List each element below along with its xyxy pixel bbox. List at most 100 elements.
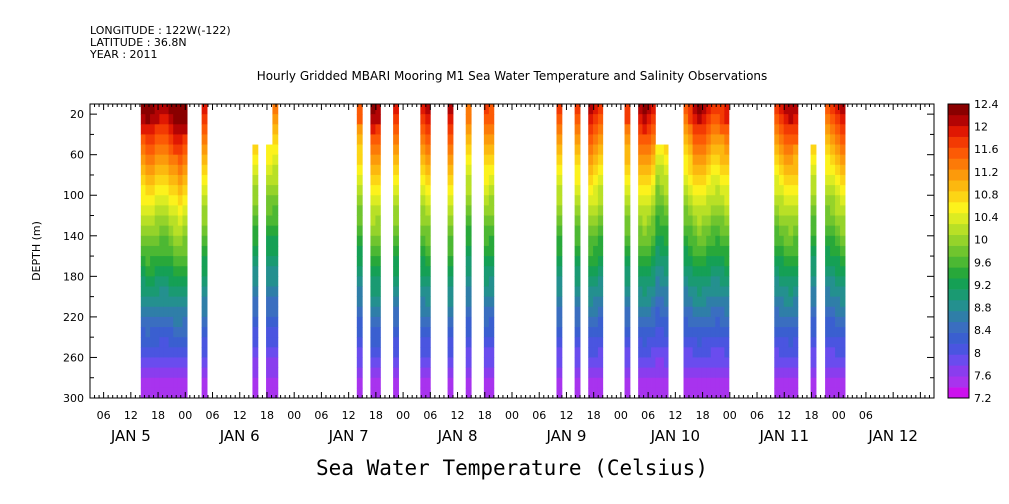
y-tick-label: 220 xyxy=(63,311,84,324)
data-cell xyxy=(651,235,656,247)
colorbar-swatch xyxy=(948,180,969,192)
data-cell xyxy=(356,215,363,227)
data-cell xyxy=(701,276,707,287)
data-cell xyxy=(830,276,836,287)
data-cell xyxy=(724,185,730,196)
data-cell xyxy=(724,104,730,115)
data-cell xyxy=(150,306,156,318)
data-segment xyxy=(774,104,799,399)
data-cell xyxy=(830,377,836,389)
data-cell xyxy=(697,347,703,358)
data-cell xyxy=(182,245,188,257)
data-cell xyxy=(420,377,426,389)
data-cell xyxy=(177,225,183,237)
data-cell xyxy=(638,276,643,287)
data-cell xyxy=(638,286,643,298)
data-cell xyxy=(556,256,563,267)
data-cell xyxy=(182,215,188,227)
data-cell xyxy=(724,276,730,287)
data-cell xyxy=(465,276,472,287)
data-cell xyxy=(719,377,725,389)
data-cell xyxy=(692,104,698,115)
data-cell xyxy=(145,154,151,166)
data-cell xyxy=(356,266,363,277)
data-cell xyxy=(697,256,703,267)
colorbar-swatch xyxy=(948,191,969,203)
data-cell xyxy=(574,235,581,247)
data-cell xyxy=(597,154,604,166)
data-cell xyxy=(465,104,472,115)
data-cell xyxy=(724,215,730,227)
data-cell xyxy=(774,286,780,298)
data-cell xyxy=(556,174,563,186)
data-cell xyxy=(168,154,174,166)
data-cell xyxy=(393,144,399,156)
data-cell xyxy=(252,195,259,206)
data-cell xyxy=(370,185,376,196)
data-cell xyxy=(663,276,669,287)
data-cell xyxy=(659,205,665,216)
data-cell xyxy=(159,174,165,186)
x-tick-label: 12 xyxy=(342,409,356,422)
data-cell xyxy=(651,357,656,368)
data-cell xyxy=(715,316,721,328)
data-cell xyxy=(715,114,721,125)
data-cell xyxy=(692,306,698,318)
data-cell xyxy=(447,235,454,247)
data-cell xyxy=(488,266,495,277)
data-cell xyxy=(651,245,656,257)
data-cell xyxy=(159,367,165,379)
data-cell xyxy=(163,357,169,368)
data-cell xyxy=(715,266,721,277)
data-cell xyxy=(356,256,363,267)
x-tick-label: 18 xyxy=(696,409,710,422)
data-cell xyxy=(574,347,581,358)
data-cell xyxy=(597,316,604,328)
data-cell xyxy=(683,245,689,257)
data-cell xyxy=(266,296,273,308)
data-cell xyxy=(177,154,183,166)
data-cell xyxy=(638,337,643,348)
data-cell xyxy=(593,185,599,196)
data-cell xyxy=(252,144,259,156)
data-cell xyxy=(356,104,363,115)
data-cell xyxy=(715,286,721,298)
data-cell xyxy=(159,387,165,399)
data-cell xyxy=(719,347,725,358)
data-cell xyxy=(724,347,730,358)
data-cell xyxy=(710,124,716,135)
data-cell xyxy=(425,377,431,389)
data-cell xyxy=(651,185,656,196)
data-cell xyxy=(252,185,259,196)
data-cell xyxy=(425,327,431,338)
data-cell xyxy=(252,164,259,176)
data-cell xyxy=(642,266,648,277)
data-cell xyxy=(655,154,661,166)
data-cell xyxy=(597,245,604,257)
data-cell xyxy=(140,296,146,308)
data-cell xyxy=(783,286,789,298)
data-cell xyxy=(201,256,208,267)
data-cell xyxy=(272,357,279,368)
data-cell xyxy=(793,347,799,358)
data-cell xyxy=(710,205,716,216)
data-cell xyxy=(835,114,841,125)
x-tick-label: 18 xyxy=(587,409,601,422)
data-cell xyxy=(163,276,169,287)
data-cell xyxy=(646,327,652,338)
data-cell xyxy=(774,367,780,379)
data-cell xyxy=(597,205,604,216)
data-cell xyxy=(663,286,669,298)
data-cell xyxy=(624,245,631,257)
data-cell xyxy=(706,144,712,156)
data-cell xyxy=(483,377,490,389)
data-cell xyxy=(638,245,643,257)
data-cell xyxy=(840,164,846,176)
data-cell xyxy=(272,164,279,176)
data-cell xyxy=(663,377,669,389)
data-cell xyxy=(370,235,376,247)
data-cell xyxy=(483,266,490,277)
data-cell xyxy=(370,367,376,379)
data-cell xyxy=(646,185,652,196)
data-cell xyxy=(793,185,799,196)
